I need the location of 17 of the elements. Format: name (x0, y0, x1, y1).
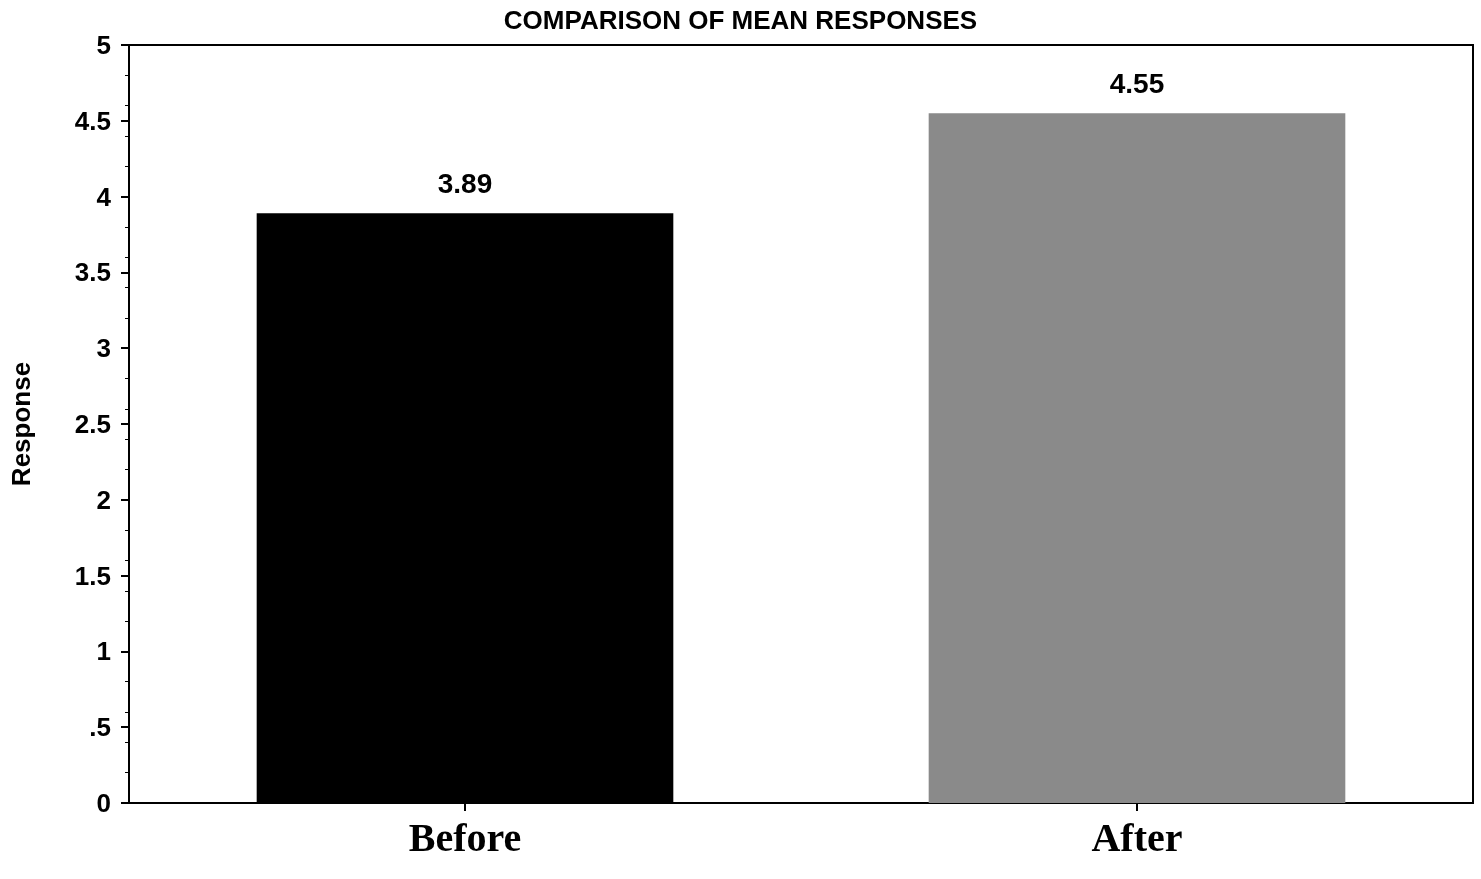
chart-title: COMPARISON OF MEAN RESPONSES (503, 5, 978, 35)
y-tick-label: 3 (96, 333, 111, 364)
x-tick-label: Before (408, 814, 522, 860)
y-tick-label: 4 (96, 181, 112, 212)
y-tick-label: 2 (96, 484, 111, 515)
y-tick-label: 3.5 (74, 257, 111, 288)
y-tick-label: 1 (96, 636, 111, 667)
data-label: 4.55 (1109, 67, 1165, 99)
x-tick-label: After (1091, 814, 1183, 860)
y-tick-label: 0 (96, 788, 111, 818)
y-axis-title: Response (6, 361, 36, 487)
y-tick-label: 5 (96, 30, 111, 60)
data-label: 3.89 (437, 167, 493, 199)
y-tick-label: .5 (89, 712, 111, 743)
y-tick-label: 1.5 (74, 560, 111, 591)
y-tick-label: 4.5 (74, 105, 111, 136)
y-tick-label: 2.5 (74, 409, 111, 439)
